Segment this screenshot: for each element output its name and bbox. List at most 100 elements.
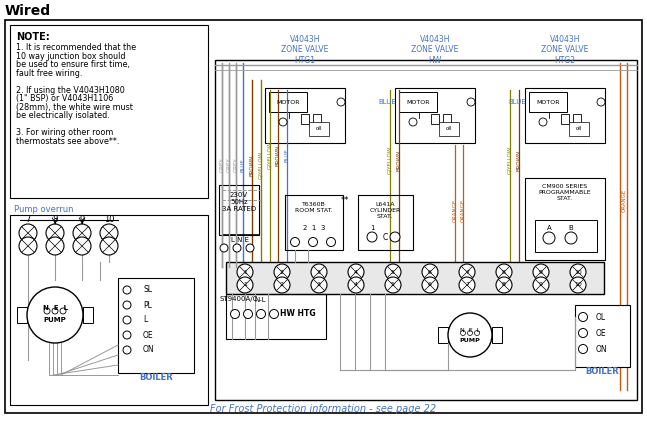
Text: 10: 10 xyxy=(574,282,582,287)
Bar xyxy=(358,195,413,250)
Text: BROWN: BROWN xyxy=(516,149,521,170)
Circle shape xyxy=(311,277,327,293)
Bar xyxy=(17,307,27,323)
Circle shape xyxy=(570,264,586,280)
Text: 1: 1 xyxy=(243,270,247,274)
Text: be electrically isolated.: be electrically isolated. xyxy=(16,111,110,120)
Text: V4043H
ZONE VALVE
HTG1: V4043H ZONE VALVE HTG1 xyxy=(281,35,329,65)
Bar xyxy=(431,114,439,124)
Circle shape xyxy=(385,277,401,293)
Text: 5: 5 xyxy=(391,270,395,274)
Circle shape xyxy=(100,224,118,242)
Circle shape xyxy=(220,244,228,252)
Bar xyxy=(118,278,194,373)
Bar xyxy=(83,307,93,323)
Text: A: A xyxy=(547,225,551,231)
Text: 9: 9 xyxy=(539,282,543,287)
Circle shape xyxy=(327,238,336,246)
Circle shape xyxy=(496,264,512,280)
Text: ST9400A/C: ST9400A/C xyxy=(219,296,258,302)
Text: be used to ensure first time,: be used to ensure first time, xyxy=(16,60,130,69)
Circle shape xyxy=(467,98,475,106)
Text: 10: 10 xyxy=(104,214,115,224)
Circle shape xyxy=(274,264,290,280)
Circle shape xyxy=(461,330,465,335)
Bar xyxy=(10,215,208,405)
Text: BROWN: BROWN xyxy=(250,154,254,176)
Text: oIl: oIl xyxy=(316,127,322,132)
Text: G/YELLOW: G/YELLOW xyxy=(267,141,272,169)
Text: 1. It is recommended that the: 1. It is recommended that the xyxy=(16,43,136,52)
Circle shape xyxy=(237,277,253,293)
Bar xyxy=(535,220,597,252)
Text: 8: 8 xyxy=(502,282,506,287)
Text: CM900 SERIES
PROGRAMMABLE
STAT.: CM900 SERIES PROGRAMMABLE STAT. xyxy=(539,184,591,200)
Bar xyxy=(219,185,259,235)
Circle shape xyxy=(533,264,549,280)
Text: 2  1  3: 2 1 3 xyxy=(303,225,325,231)
Circle shape xyxy=(291,238,300,246)
Circle shape xyxy=(123,331,131,339)
Text: 10: 10 xyxy=(574,270,582,274)
Circle shape xyxy=(123,286,131,294)
Bar xyxy=(525,88,605,143)
Bar xyxy=(265,88,345,143)
Circle shape xyxy=(496,277,512,293)
Circle shape xyxy=(459,264,475,280)
Text: BLUE: BLUE xyxy=(285,148,289,162)
Circle shape xyxy=(311,264,327,280)
Circle shape xyxy=(390,232,400,242)
Text: G/YELLOW: G/YELLOW xyxy=(507,146,512,174)
Circle shape xyxy=(100,237,118,255)
Circle shape xyxy=(578,313,587,322)
Circle shape xyxy=(543,232,555,244)
Text: ORANGE: ORANGE xyxy=(452,198,457,222)
Text: PUMP: PUMP xyxy=(459,338,480,344)
Circle shape xyxy=(533,277,549,293)
Bar xyxy=(10,25,208,198)
Circle shape xyxy=(578,344,587,354)
Bar xyxy=(226,262,604,294)
Text: 9: 9 xyxy=(539,270,543,274)
Circle shape xyxy=(123,316,131,324)
Circle shape xyxy=(73,237,91,255)
Text: GREY: GREY xyxy=(226,158,232,172)
Text: 2: 2 xyxy=(280,282,284,287)
Text: PL: PL xyxy=(143,300,152,309)
Text: N  E  L: N E L xyxy=(43,305,67,311)
Text: NOTE:: NOTE: xyxy=(16,32,50,42)
Text: 2: 2 xyxy=(280,270,284,274)
Text: B: B xyxy=(569,225,573,231)
Circle shape xyxy=(422,277,438,293)
Circle shape xyxy=(233,244,241,252)
Circle shape xyxy=(309,238,318,246)
Text: BOILER: BOILER xyxy=(585,368,619,376)
Circle shape xyxy=(409,118,417,126)
Text: 3. For wiring other room: 3. For wiring other room xyxy=(16,128,113,137)
Text: MOTOR: MOTOR xyxy=(536,100,560,105)
Text: L N E: L N E xyxy=(231,237,249,243)
Text: (1" BSP) or V4043H1106: (1" BSP) or V4043H1106 xyxy=(16,94,113,103)
Bar xyxy=(309,122,329,136)
Text: 9: 9 xyxy=(80,214,85,224)
Text: oIl: oIl xyxy=(446,127,452,132)
Circle shape xyxy=(60,308,66,314)
Text: MOTOR: MOTOR xyxy=(406,100,430,105)
Circle shape xyxy=(243,309,252,319)
Text: 7: 7 xyxy=(465,282,469,287)
Text: GREY: GREY xyxy=(234,158,239,172)
Circle shape xyxy=(578,328,587,338)
Circle shape xyxy=(246,244,254,252)
Text: BLUE: BLUE xyxy=(508,99,526,105)
Circle shape xyxy=(279,118,287,126)
Text: thermostats see above**.: thermostats see above**. xyxy=(16,136,120,146)
Bar xyxy=(439,122,459,136)
Bar xyxy=(529,92,567,112)
Text: ORANGE: ORANGE xyxy=(622,188,626,211)
Circle shape xyxy=(237,264,253,280)
Text: V4043H
ZONE VALVE
HTG2: V4043H ZONE VALVE HTG2 xyxy=(542,35,589,65)
Text: ON: ON xyxy=(596,344,608,354)
Circle shape xyxy=(448,313,492,357)
Circle shape xyxy=(123,301,131,309)
Circle shape xyxy=(385,264,401,280)
